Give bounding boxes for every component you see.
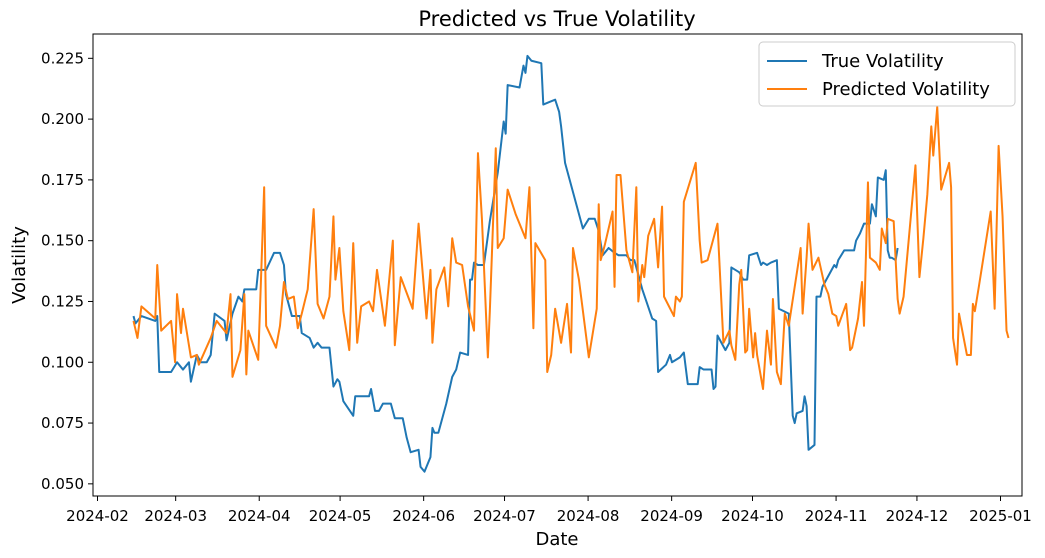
series-line-predicted-volatility	[132, 105, 1010, 391]
y-tick-label: 0.225	[41, 49, 84, 67]
chart-title: Predicted vs True Volatility	[418, 7, 695, 31]
x-tick-label: 2024-07	[473, 507, 536, 525]
y-tick-label: 0.125	[41, 292, 84, 310]
x-tick-label: 2024-03	[144, 507, 207, 525]
legend-label-predicted-volatility: Predicted Volatility	[822, 79, 990, 100]
x-tick-label: 2024-10	[721, 507, 784, 525]
x-tick-label: 2024-05	[309, 507, 372, 525]
y-tick-label: 0.100	[41, 353, 84, 371]
x-axis: 2024-02 2024-03 2024-04 2024-05 2024-06 2024-…	[66, 496, 1032, 525]
y-axis-label: Volatility	[9, 226, 30, 304]
x-tick-label: 2024-12	[886, 507, 949, 525]
series-line-true-volatility	[132, 54, 899, 473]
x-tick-label: 2024-11	[805, 507, 868, 525]
y-tick-label: 0.175	[41, 171, 84, 189]
legend-label-true-volatility: True Volatility	[821, 51, 944, 72]
x-tick-label: 2024-04	[228, 507, 291, 525]
y-tick-label: 0.075	[41, 414, 84, 432]
y-tick-label: 0.150	[41, 232, 84, 250]
x-tick-label: 2025-01	[969, 507, 1032, 525]
y-axis: 0.050 0.075 0.100 0.125 0.150 0.175 0.200 0.225	[41, 49, 93, 493]
y-tick-label: 0.050	[41, 475, 84, 493]
x-tick-label: 2024-02	[66, 507, 129, 525]
x-axis-label: Date	[535, 529, 578, 550]
legend-box	[758, 41, 1016, 107]
x-tick-label: 2024-08	[557, 507, 620, 525]
x-tick-label: 2024-06	[392, 507, 455, 525]
legend: True Volatility Predicted Volatility	[758, 41, 1016, 107]
series-layer	[132, 54, 1010, 473]
plot-frame	[92, 33, 1023, 497]
x-tick-label: 2024-09	[640, 507, 703, 525]
y-tick-label: 0.200	[41, 110, 84, 128]
